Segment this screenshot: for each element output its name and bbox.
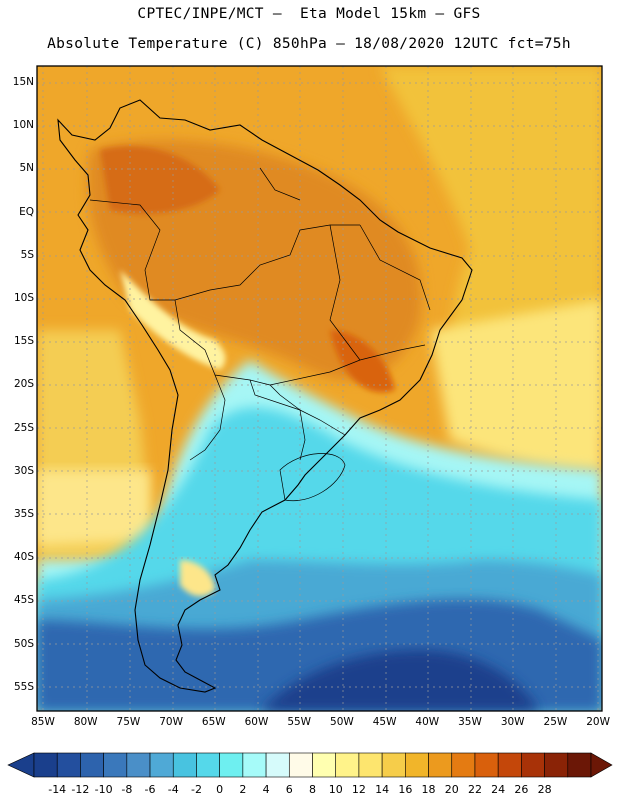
colorbar-swatch (451, 752, 476, 778)
south-america-coastline (57, 99, 473, 693)
colorbar-tick-label: 22 (467, 783, 482, 796)
lat-label: 10N (12, 119, 34, 132)
colorbar (7, 752, 613, 778)
colorbar-tick-label: 4 (262, 783, 270, 796)
lat-label: 50S (13, 637, 34, 650)
lat-label: 5S (20, 248, 34, 261)
lon-label: 55W (287, 716, 312, 728)
lat-label: EQ (19, 205, 34, 218)
colorbar-swatch (312, 752, 337, 778)
lat-label: 40S (13, 551, 34, 564)
colorbar-swatch (474, 752, 499, 778)
temperature-map (36, 65, 603, 712)
colorbar-tick-label: 14 (375, 783, 390, 796)
lon-label: 40W (415, 716, 440, 728)
lat-label: 35S (13, 508, 34, 520)
colorbar-swatch (335, 752, 360, 778)
colorbar-tick-label: -10 (94, 783, 113, 796)
colorbar-tick-label: 18 (421, 783, 436, 796)
lon-label: 35W (458, 716, 482, 728)
map-title-line2: Absolute Temperature (C) 850hPa – 18/08/… (47, 36, 571, 52)
lon-label: 65W (201, 716, 226, 728)
map-title-line1: CPTEC/INPE/MCT – Eta Model 15km – GFS (137, 6, 481, 22)
colorbar-tick-label: 16 (398, 783, 413, 796)
colorbar-swatch (521, 752, 545, 778)
country-borders (89, 167, 431, 502)
colorbar-swatch (33, 752, 58, 778)
lon-label: 80W (73, 716, 98, 728)
colorbar-tick-label: 10 (328, 783, 343, 796)
colorbar-swatch (103, 752, 128, 778)
colorbar-tick-label: 2 (239, 783, 247, 796)
lat-lon-grid (37, 66, 602, 711)
colorbar-tick-label: -8 (121, 783, 133, 796)
temperature-field (37, 66, 602, 711)
colorbar-swatch (56, 752, 81, 778)
colorbar-tick-label: -14 (48, 783, 67, 796)
lat-label: 55S (13, 680, 34, 693)
colorbar-swatch (497, 752, 522, 778)
lon-label: 30W (500, 716, 525, 728)
colorbar-swatch (358, 752, 383, 778)
colorbar-tick-label: 12 (351, 783, 366, 796)
colorbar-swatch (149, 752, 174, 778)
colorbar-swatch (196, 752, 220, 778)
colorbar-swatch (288, 752, 313, 778)
colorbar-tick-label: -4 (167, 783, 179, 796)
colorbar-swatch (219, 752, 244, 778)
colorbar-swatch (172, 752, 197, 778)
lat-label: 20S (13, 378, 34, 391)
lat-label: 15S (13, 335, 34, 348)
colorbar-tick-label: 24 (491, 783, 506, 796)
lon-label: 85W (31, 716, 55, 728)
lat-label: 30S (13, 464, 34, 477)
lat-label: 10S (13, 292, 34, 304)
colorbar-swatch (567, 752, 592, 778)
lat-label: 5N (19, 162, 34, 175)
colorbar-swatch (544, 752, 569, 778)
colorbar-tick-label: -2 (190, 783, 202, 796)
colorbar-high-arrow (590, 752, 613, 778)
lon-label: 50W (330, 716, 354, 728)
lon-label: 75W (116, 716, 141, 728)
colorbar-swatch (126, 752, 151, 778)
colorbar-tick-label: 26 (514, 783, 529, 796)
lat-label: 25S (13, 421, 34, 434)
colorbar-tick-label: 6 (285, 783, 293, 796)
lat-label: 15N (12, 76, 34, 88)
map-frame (36, 65, 603, 712)
lon-label: 20W (586, 716, 610, 728)
lon-label: 25W (543, 716, 568, 728)
colorbar-swatch (265, 752, 290, 778)
colorbar-tick-label: 0 (216, 783, 224, 796)
colorbar-swatch (405, 752, 429, 778)
lon-label: 60W (244, 716, 269, 728)
lon-label: 45W (372, 716, 397, 728)
colorbar-swatch (80, 752, 104, 778)
colorbar-tick-label: 28 (537, 783, 552, 796)
colorbar-swatch (428, 752, 453, 778)
lat-label: 45S (13, 594, 34, 607)
colorbar-swatch (242, 752, 267, 778)
colorbar-tick-label: 20 (444, 783, 459, 796)
colorbar-low-arrow (7, 752, 35, 778)
lon-label: 70W (159, 716, 183, 728)
colorbar-tick-label: 8 (309, 783, 316, 796)
colorbar-swatch (381, 752, 406, 778)
colorbar-tick-label: -12 (71, 783, 90, 796)
colorbar-tick-label: -6 (144, 783, 156, 796)
